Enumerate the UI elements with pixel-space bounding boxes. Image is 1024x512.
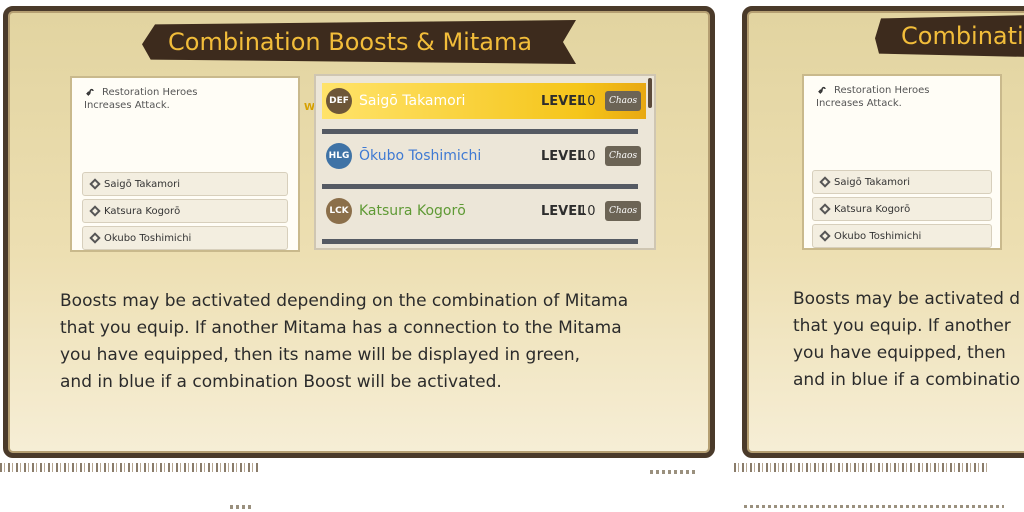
swirl-icon: [86, 88, 94, 96]
level-label: LEVEL: [541, 93, 586, 109]
boost-member-list: Saigō Takamori Katsura Kogorō Ōkubo Tosh…: [82, 169, 288, 250]
boost-info-box: Restoration Heroes Increases Attack. Sai…: [70, 76, 300, 252]
row-divider: [322, 129, 638, 134]
boost-member: Katsura Kogorō: [812, 197, 992, 221]
boost-member: Ōkubo Toshimichi: [812, 224, 992, 248]
cursor-marker: W: [304, 102, 316, 113]
hlg-badge-icon: HLG: [326, 143, 352, 169]
decorative-strip: [734, 463, 990, 472]
level-label: LEVEL: [541, 203, 586, 219]
panel-title-banner: Combination Boosts & Mitama: [142, 20, 576, 64]
member-name: Ōkubo Toshimichi: [834, 230, 922, 242]
row-divider: [322, 239, 638, 244]
boost-header: Restoration Heroes: [804, 76, 1000, 96]
mitama-name: Ōkubo Toshimichi: [359, 148, 482, 164]
help-line: that you equip. If another Mitama has a …: [60, 318, 622, 338]
chaos-type-tag: Chaos: [605, 146, 642, 166]
diamond-icon: [89, 232, 101, 244]
member-name: Katsura Kogorō: [104, 205, 181, 217]
list-scrollbar[interactable]: [648, 78, 652, 108]
boost-header: Restoration Heroes: [72, 78, 298, 98]
swirl-icon: [818, 86, 826, 94]
mitama-row-selected[interactable]: DEF Saigō Takamori LEVEL 10 Chaos: [322, 83, 646, 119]
level-value: 10: [579, 203, 596, 219]
combination-boosts-panel-duplicate: Combinati Restoration Heroes Increases A…: [742, 6, 1024, 458]
row-divider: [322, 184, 638, 189]
help-line: Boosts may be activated depending on the…: [60, 291, 629, 311]
boost-info-box: Restoration Heroes Increases Attack. Sai…: [802, 74, 1002, 250]
boost-member: Ōkubo Toshimichi: [82, 226, 288, 250]
chaos-type-tag: Chaos: [605, 201, 642, 221]
boost-member: Saigō Takamori: [82, 172, 288, 196]
help-line: and in blue if a combination Boost will …: [60, 372, 502, 392]
decorative-scribble: [744, 505, 1004, 508]
help-text: Boosts may be activated d that you equip…: [793, 286, 1024, 394]
level-value: 10: [579, 93, 596, 109]
member-name: Katsura Kogorō: [834, 203, 911, 215]
mitama-name: Saigō Takamori: [359, 93, 466, 109]
level-value: 10: [579, 148, 596, 164]
diamond-icon: [819, 203, 831, 215]
diamond-icon: [819, 176, 831, 188]
mitama-row[interactable]: LCK Katsura Kogorō LEVEL 10 Chaos: [322, 193, 646, 229]
diamond-icon: [89, 178, 101, 190]
diamond-icon: [89, 205, 101, 217]
mitama-list[interactable]: DEF Saigō Takamori LEVEL 10 Chaos HLG Ōk…: [314, 74, 656, 250]
help-text: Boosts may be activated depending on the…: [60, 288, 680, 396]
mitama-name: Katsura Kogorō: [359, 203, 466, 219]
panel-title: Combinati: [901, 22, 1024, 50]
help-line: Boosts may be activated d: [793, 289, 1021, 309]
mitama-row[interactable]: HLG Ōkubo Toshimichi LEVEL 10 Chaos: [322, 138, 646, 174]
boost-name: Restoration Heroes: [102, 86, 198, 98]
help-line: that you equip. If another: [793, 316, 1011, 336]
panel-title: Combination Boosts & Mitama: [168, 28, 533, 56]
boost-member: Katsura Kogorō: [82, 199, 288, 223]
help-line: you have equipped, then its name will be…: [60, 345, 581, 365]
help-line: you have equipped, then: [793, 343, 1006, 363]
member-name: Ōkubo Toshimichi: [104, 232, 192, 244]
decorative-scribble: [230, 505, 252, 509]
diamond-icon: [819, 230, 831, 242]
combination-boosts-panel: Combination Boosts & Mitama Restoration …: [3, 6, 715, 458]
panel-title-banner: Combinati: [875, 14, 1024, 58]
boost-description: Increases Attack.: [84, 100, 170, 111]
help-line: and in blue if a combinatio: [793, 370, 1021, 390]
decorative-scribble: [650, 470, 696, 474]
boost-description: Increases Attack.: [816, 98, 902, 109]
boost-member: Saigō Takamori: [812, 170, 992, 194]
boost-member-list: Saigō Takamori Katsura Kogorō Ōkubo Tosh…: [812, 167, 992, 248]
boost-name: Restoration Heroes: [834, 84, 930, 96]
member-name: Saigō Takamori: [104, 178, 180, 190]
def-badge-icon: DEF: [326, 88, 352, 114]
member-name: Saigō Takamori: [834, 176, 910, 188]
chaos-type-tag: Chaos: [605, 91, 642, 111]
lck-badge-icon: LCK: [326, 198, 352, 224]
decorative-strip: [0, 463, 258, 472]
level-label: LEVEL: [541, 148, 586, 164]
